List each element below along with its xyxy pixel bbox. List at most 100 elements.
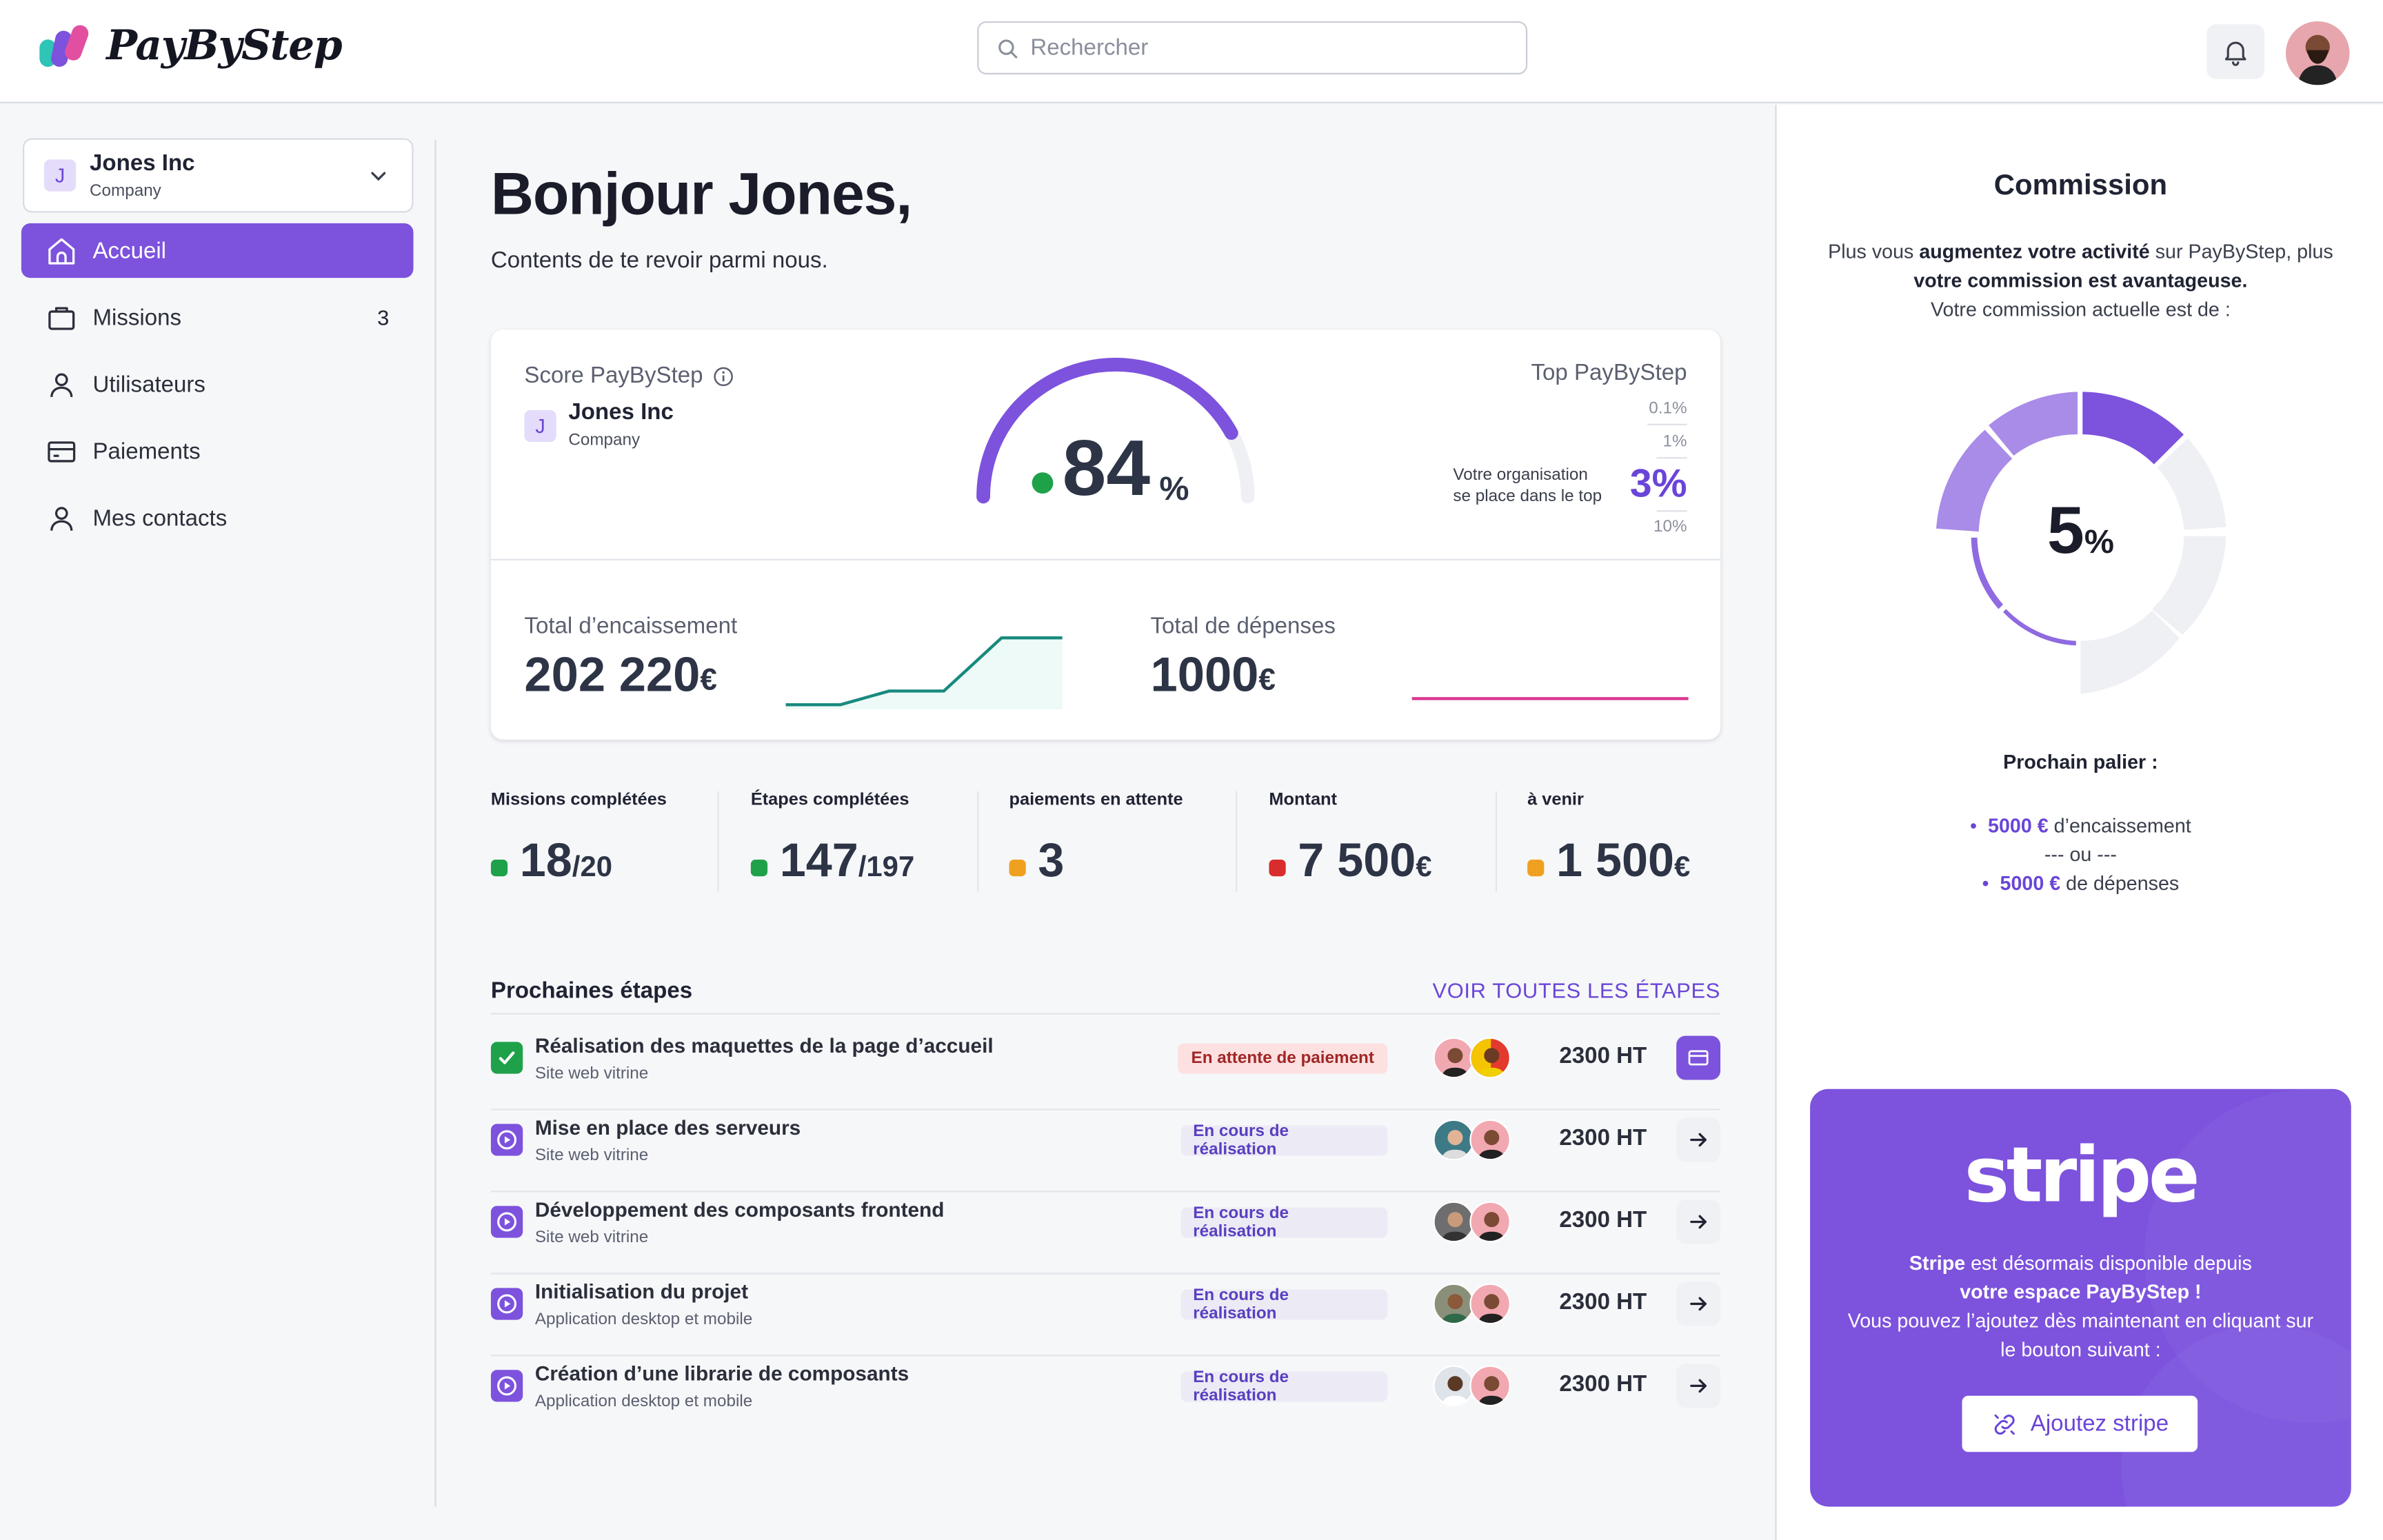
status-badge: En cours de réalisation [1180, 1204, 1388, 1241]
sidebar: J Jones Inc Company Accueil Missions 3 U… [0, 105, 436, 1540]
step-title: Développement des composants frontend [534, 1198, 945, 1222]
avatar [1469, 1201, 1511, 1243]
expenses-unit: € [1258, 663, 1276, 698]
user-icon [50, 372, 73, 396]
company-initial-badge: J [524, 409, 556, 443]
avatar [1433, 1283, 1474, 1325]
sidebar-item-label: Accueil [92, 237, 167, 264]
sidebar-item-utilisateurs[interactable]: Utilisateurs [21, 357, 414, 412]
commission-title: Commission [1993, 170, 2168, 203]
step-subtitle: Site web vitrine [534, 1064, 649, 1083]
sidebar-item-mes-contacts[interactable]: Mes contacts [21, 491, 414, 545]
step-amount: 2300 HT [1559, 1043, 1647, 1070]
open-step-button[interactable] [1676, 1364, 1721, 1408]
avatar [1469, 1283, 1511, 1325]
play-circle-icon [490, 1124, 523, 1156]
step-row[interactable]: Création d’une librarie de composants Ap… [490, 1356, 1721, 1438]
arrow-right-icon [1690, 1297, 1707, 1311]
status-badge: En cours de réalisation [1180, 1368, 1388, 1405]
sidebar-item-missions[interactable]: Missions 3 [21, 290, 414, 345]
missions-count-badge: 3 [377, 305, 390, 330]
top-label: Top PayByStep [1531, 360, 1687, 386]
tier-2: 1% [1662, 432, 1687, 452]
avatar [1469, 1119, 1511, 1161]
stripe-description: Stripe est désormais disponible depuis vo… [1847, 1251, 2314, 1361]
commission-tier-chart [1936, 392, 2226, 694]
company-switcher[interactable]: J Jones Inc Company [23, 138, 414, 213]
open-step-button[interactable] [1676, 1117, 1721, 1162]
status-dot [1527, 858, 1545, 876]
sidebar-item-label: Mes contacts [92, 505, 228, 531]
step-amount: 2300 HT [1559, 1125, 1647, 1152]
score-status-dot [1032, 472, 1054, 494]
play-circle-icon [490, 1370, 523, 1402]
company-initial-badge: J [43, 159, 77, 192]
step-title: Création d’une librarie de composants [534, 1362, 909, 1386]
avatar [1469, 1037, 1511, 1079]
briefcase-icon [48, 306, 75, 330]
score-value: 84 [1062, 425, 1151, 514]
top-bar: PayByStep [0, 0, 2383, 103]
logo-mark-icon [39, 25, 89, 67]
sidebar-item-label: Missions [92, 304, 182, 331]
score-unit: % [1159, 469, 1189, 507]
view-all-steps-link[interactable]: VOIR TOUTES LES ÉTAPES [1432, 977, 1721, 1003]
expenses-sparkline [1411, 697, 1689, 700]
step-title: Mise en place des serveurs [534, 1116, 801, 1139]
stat-missions: Missions complétées 18/20 [490, 791, 667, 887]
steps-section-title: Prochaines étapes [490, 977, 693, 1004]
score-gauge [976, 357, 1255, 504]
avatar [1433, 1119, 1474, 1161]
step-subtitle: Application desktop et mobile [534, 1392, 753, 1411]
avatar [1433, 1365, 1474, 1407]
info-icon[interactable] [712, 365, 734, 387]
add-stripe-button[interactable]: Ajoutez stripe [1962, 1395, 2198, 1452]
score-company-name: Jones Inc [568, 399, 674, 425]
stat-paiements: paiements en attente 3 [1009, 791, 1183, 887]
user-avatar[interactable] [2285, 21, 2350, 85]
step-row[interactable]: Mise en place des serveurs Site web vitr… [490, 1111, 1721, 1193]
credit-card-icon [1688, 1050, 1709, 1066]
play-circle-icon [490, 1288, 523, 1320]
page-subtitle: Contents de te revoir parmi nous. [490, 247, 828, 274]
avatar [1433, 1037, 1474, 1079]
stripe-promo-card: stripe Stripe est désormais disponible d… [1810, 1088, 2351, 1507]
step-row[interactable]: Développement des composants frontend Si… [490, 1193, 1721, 1275]
check-icon [490, 1042, 523, 1074]
step-row[interactable]: Réalisation des maquettes de la page d’a… [490, 1029, 1721, 1111]
status-badge: En cours de réalisation [1180, 1122, 1388, 1159]
chevron-down-icon [371, 172, 386, 181]
score-company-type: Company [568, 431, 641, 450]
logo[interactable]: PayByStep [37, 21, 343, 70]
open-step-button[interactable] [1676, 1199, 1721, 1244]
company-name: Jones Inc [90, 150, 195, 176]
arrow-right-icon [1690, 1379, 1707, 1393]
sidebar-item-paiements[interactable]: Paiements [21, 424, 414, 478]
step-row[interactable]: Initialisation du projet Application des… [490, 1274, 1721, 1357]
step-subtitle: Site web vitrine [534, 1228, 649, 1247]
search-box[interactable] [977, 21, 1528, 74]
stat-montant: Montant 7 500€ [1269, 791, 1432, 887]
open-step-button[interactable] [1676, 1281, 1721, 1326]
expenses-value: 1000 [1150, 647, 1259, 702]
sidebar-item-accueil[interactable]: Accueil [21, 223, 414, 278]
income-label: Total d’encaissement [524, 614, 738, 640]
score-gauge-fill [976, 358, 1238, 504]
search-input[interactable] [1030, 34, 1487, 61]
income-value: 202 220 [524, 647, 701, 702]
notifications-button[interactable] [2206, 24, 2265, 79]
arrow-right-icon [1690, 1215, 1707, 1229]
status-dot [490, 858, 508, 876]
page-title: Bonjour Jones, [490, 162, 912, 228]
decorative-circles [2121, 1088, 2351, 1507]
step-title: Réalisation des maquettes de la page d’a… [534, 1034, 994, 1057]
sidebar-item-label: Utilisateurs [92, 371, 205, 398]
pay-button[interactable] [1676, 1035, 1721, 1080]
status-badge: En attente de paiement [1178, 1043, 1388, 1074]
bell-icon [2224, 41, 2246, 66]
sidebar-divider [434, 139, 436, 1507]
company-type: Company [90, 182, 161, 201]
commission-value: 5 [2047, 494, 2084, 568]
status-dot [1269, 858, 1286, 876]
step-subtitle: Site web vitrine [534, 1146, 649, 1165]
